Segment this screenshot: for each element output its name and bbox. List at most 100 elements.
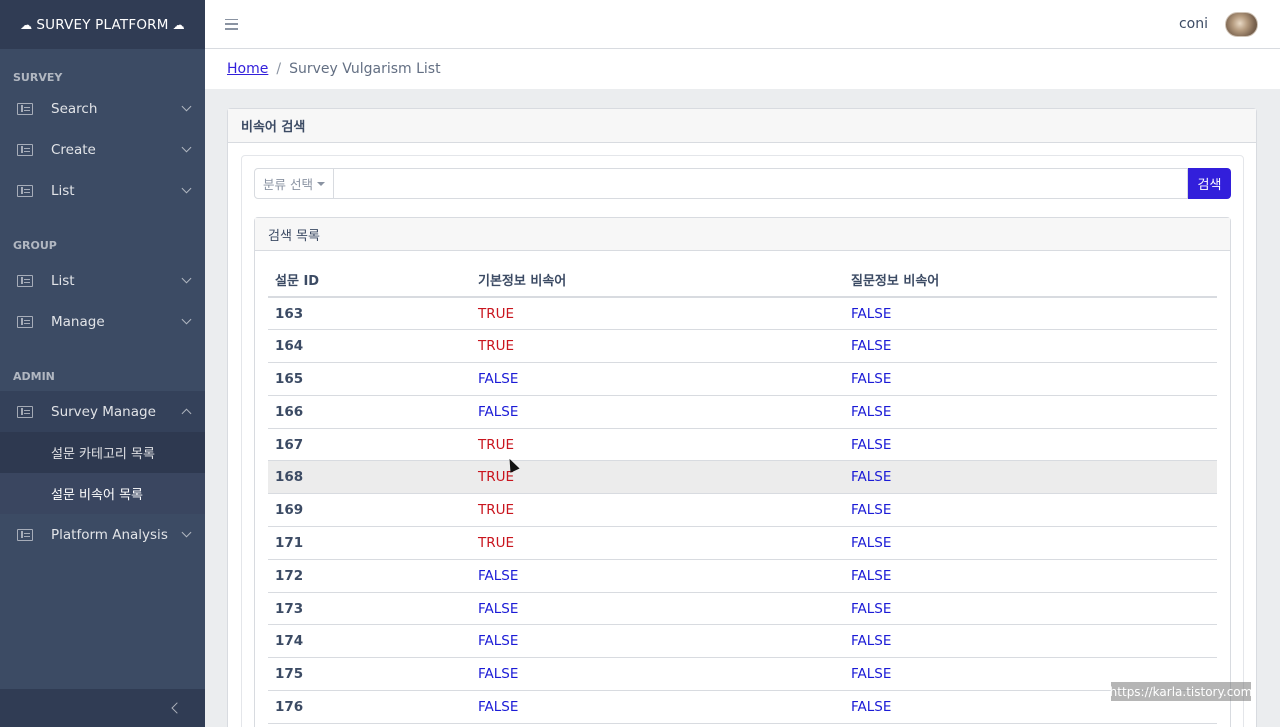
cloud-icon: ☁ xyxy=(172,17,185,32)
sidebar-item-search[interactable]: Search xyxy=(0,88,205,129)
header: coni Home / Survey Vulgarism List xyxy=(205,0,1280,89)
sidebar-minimize-button[interactable] xyxy=(0,689,205,727)
sidebar-item-label: List xyxy=(51,272,75,289)
survey-id-cell: 164 xyxy=(268,329,471,364)
basic-info-vulgarism-cell: TRUE xyxy=(471,460,844,495)
table-row[interactable]: 164 TRUE FALSE xyxy=(268,329,1217,364)
watermark: https://karla.tistory.com xyxy=(1110,682,1252,701)
survey-id-cell: 165 xyxy=(268,362,471,396)
brand-title: SURVEY PLATFORM xyxy=(36,16,169,33)
basic-info-vulgarism-cell: TRUE xyxy=(471,493,844,528)
chevron-down-icon xyxy=(181,527,192,538)
breadcrumb-home-link[interactable]: Home xyxy=(227,61,269,77)
category-select-label: 분류 선택 xyxy=(263,177,313,192)
survey-id-cell: 171 xyxy=(268,526,471,560)
survey-id-cell: 169 xyxy=(268,493,471,528)
table-row[interactable]: 167 TRUE FALSE xyxy=(268,428,1217,462)
table-row[interactable]: 174 FALSE FALSE xyxy=(268,624,1217,659)
list-icon xyxy=(17,102,33,115)
column-header-question-info-vulgarism[interactable]: 질문정보 비속어 xyxy=(844,263,1217,298)
sidebar: ☁ SURVEY PLATFORM ☁ SURVEY Search Create… xyxy=(0,0,205,727)
sidebar-item-create[interactable]: Create xyxy=(0,129,205,170)
list-icon xyxy=(17,274,33,287)
chevron-down-icon xyxy=(181,273,192,284)
list-icon xyxy=(17,315,33,328)
table-row[interactable]: 176 FALSE FALSE xyxy=(268,690,1217,724)
header-bar: coni xyxy=(205,0,1280,49)
survey-id-cell: 173 xyxy=(268,592,471,626)
question-info-vulgarism-cell: FALSE xyxy=(844,395,1217,429)
question-info-vulgarism-cell: FALSE xyxy=(844,428,1217,462)
result-table: 설문 ID 기본정보 비속어 질문정보 비속어 163 TRUE FALSE 164 T… xyxy=(268,263,1217,724)
table-row[interactable]: 172 FALSE FALSE xyxy=(268,559,1217,593)
question-info-vulgarism-cell: FALSE xyxy=(844,493,1217,528)
list-icon xyxy=(17,528,33,541)
basic-info-vulgarism-cell: FALSE xyxy=(471,624,844,659)
basic-info-vulgarism-cell: FALSE xyxy=(471,657,844,692)
breadcrumb: Home / Survey Vulgarism List xyxy=(205,49,1280,89)
sidebar-item-label: Search xyxy=(51,100,98,117)
question-info-vulgarism-cell: FALSE xyxy=(844,559,1217,593)
search-panel: 분류 선택 검색 검색 목록 설문 ID 기본정보 비속어 질문정보 비속어 1… xyxy=(241,155,1244,727)
basic-info-vulgarism-cell: FALSE xyxy=(471,690,844,724)
sidebar-item-survey-manage[interactable]: Survey Manage xyxy=(0,391,205,432)
basic-info-vulgarism-cell: TRUE xyxy=(471,428,844,462)
cloud-icon: ☁ xyxy=(20,17,33,32)
sidebar-item-label: Manage xyxy=(51,313,105,330)
table-row[interactable]: 171 TRUE FALSE xyxy=(268,526,1217,560)
caret-down-icon xyxy=(316,181,325,186)
table-row[interactable]: 169 TRUE FALSE xyxy=(268,493,1217,528)
column-header-basic-info-vulgarism[interactable]: 기본정보 비속어 xyxy=(471,263,844,298)
sidebar-item-label: Platform Analysis xyxy=(51,526,168,543)
sidebar-item-label: Survey Manage xyxy=(51,403,156,420)
search-input[interactable] xyxy=(334,168,1188,199)
avatar[interactable] xyxy=(1225,11,1258,37)
question-info-vulgarism-cell: FALSE xyxy=(844,297,1217,331)
hamburger-menu-icon[interactable] xyxy=(225,18,238,30)
vulgarism-search-card: 비속어 검색 분류 선택 검색 검색 목록 설문 ID 기본정보 비속어 질문정… xyxy=(227,108,1257,727)
search-button[interactable]: 검색 xyxy=(1188,168,1231,199)
user-name: coni xyxy=(1178,16,1208,32)
table-row[interactable]: 168 TRUE FALSE xyxy=(268,460,1217,495)
sidebar-subitem-category-list[interactable]: 설문 카테고리 목록 xyxy=(51,447,155,462)
sidebar-item-group-list[interactable]: List xyxy=(0,260,205,301)
sidebar-subitem-vulgarism-list[interactable]: 설문 비속어 목록 xyxy=(0,473,205,514)
question-info-vulgarism-cell: FALSE xyxy=(844,460,1217,495)
survey-manage-submenu: 설문 카테고리 목록 설문 비속어 목록 xyxy=(0,432,205,514)
question-info-vulgarism-cell: FALSE xyxy=(844,690,1217,724)
sidebar-item-survey-list[interactable]: List xyxy=(0,170,205,211)
brand[interactable]: ☁ SURVEY PLATFORM ☁ xyxy=(0,0,205,49)
sidebar-item-platform-analysis[interactable]: Platform Analysis xyxy=(0,514,205,555)
sidebar-item-label: List xyxy=(51,182,75,199)
question-info-vulgarism-cell: FALSE xyxy=(844,592,1217,626)
nav-title-survey: SURVEY xyxy=(13,71,63,84)
chevron-left-icon xyxy=(171,702,183,714)
basic-info-vulgarism-cell: FALSE xyxy=(471,362,844,396)
nav-title-group: GROUP xyxy=(13,239,57,252)
list-icon xyxy=(17,143,33,156)
chevron-down-icon xyxy=(181,183,192,194)
table-row[interactable]: 163 TRUE FALSE xyxy=(268,297,1217,331)
survey-id-cell: 167 xyxy=(268,428,471,462)
table-row[interactable]: 175 FALSE FALSE xyxy=(268,657,1217,692)
sidebar-item-group-manage[interactable]: Manage xyxy=(0,301,205,342)
card-title: 비속어 검색 xyxy=(228,109,1256,143)
basic-info-vulgarism-cell: TRUE xyxy=(471,329,844,364)
column-header-survey-id[interactable]: 설문 ID xyxy=(268,263,471,298)
survey-id-cell: 176 xyxy=(268,690,471,724)
table-row[interactable]: 173 FALSE FALSE xyxy=(268,592,1217,626)
question-info-vulgarism-cell: FALSE xyxy=(844,329,1217,364)
chevron-down-icon xyxy=(181,142,192,153)
category-select-dropdown[interactable]: 분류 선택 xyxy=(254,168,334,199)
survey-id-cell: 168 xyxy=(268,460,471,495)
sidebar-item-label: Create xyxy=(51,141,96,158)
breadcrumb-current: Survey Vulgarism List xyxy=(289,61,441,77)
question-info-vulgarism-cell: FALSE xyxy=(844,526,1217,560)
survey-id-cell: 175 xyxy=(268,657,471,692)
table-row[interactable]: 166 FALSE FALSE xyxy=(268,395,1217,429)
basic-info-vulgarism-cell: FALSE xyxy=(471,559,844,593)
table-row[interactable]: 165 FALSE FALSE xyxy=(268,362,1217,396)
question-info-vulgarism-cell: FALSE xyxy=(844,362,1217,396)
result-list-title: 검색 목록 xyxy=(255,218,1230,251)
basic-info-vulgarism-cell: TRUE xyxy=(471,526,844,560)
